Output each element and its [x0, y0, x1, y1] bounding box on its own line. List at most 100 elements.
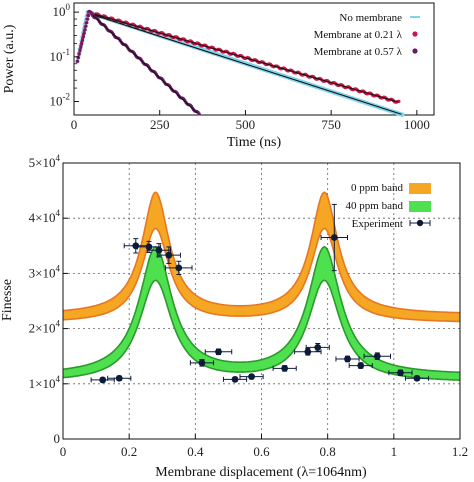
decay-y-tick-label-base: 10 — [50, 94, 63, 109]
band-upper-edge-1 — [62, 245, 461, 374]
finesse-y-tick-label: 2×104 — [29, 319, 61, 336]
experiment-marker — [281, 364, 289, 372]
finesse-panel: 0 0.2 0.4 0.6 0.8 1 1.2 01×1042×1043×1044×1045… — [0, 153, 468, 480]
decay-point — [78, 49, 82, 53]
legend-label-0ppm: 0 ppm band — [351, 182, 403, 194]
finesse-legend: 0 ppm band 40 ppm band Experiment — [346, 182, 431, 230]
experiment-marker — [373, 352, 381, 360]
decay-x-tick-label-base: 500 — [236, 117, 256, 132]
experiment-points — [90, 203, 430, 384]
legend-marker-experiment — [409, 219, 431, 227]
experiment-marker — [231, 375, 239, 383]
experiment-point — [348, 362, 373, 369]
decay-y-tick-label-base: 10 — [53, 4, 66, 19]
decay-x-tick-label: 500 — [236, 117, 256, 132]
decay-y-tick-label: 10-2 — [50, 92, 71, 109]
finesse-y-tick-label-base: 5×10 — [29, 155, 56, 170]
finesse-y-tick-label: 0 — [54, 431, 61, 446]
experiment-point — [189, 359, 215, 367]
decay-point — [86, 14, 91, 18]
finesse-y-tick-label-exp: 4 — [56, 208, 61, 218]
decay-point — [80, 38, 85, 42]
experiment-marker — [304, 348, 312, 356]
experiment-marker — [215, 348, 222, 356]
legend-label-experiment: Experiment — [352, 218, 403, 230]
decay-y-tick-label: 100 — [53, 2, 71, 19]
experiment-point — [239, 373, 264, 381]
finesse-y-tick-label-exp: 4 — [56, 263, 61, 273]
experiment-point — [305, 343, 330, 352]
decay-point — [77, 52, 81, 56]
legend-marker-series — [412, 48, 418, 54]
experiment-point — [107, 374, 132, 382]
finesse-x-tick-label-base: 0.8 — [320, 444, 336, 459]
experiment-point — [404, 374, 430, 382]
decay-x-tick-label-base: 750 — [321, 117, 341, 132]
finesse-x-tick-label: 1.2 — [452, 444, 468, 459]
decay-point — [83, 28, 87, 32]
finesse-x-tick-label-base: 1.2 — [452, 444, 468, 459]
finesse-x-tick-label-base: 0 — [60, 444, 67, 459]
band-upper-edge-0 — [62, 191, 461, 314]
finesse-x-axis: 0 0.2 0.4 0.6 0.8 1 1.2 — [60, 434, 468, 459]
decay-point — [197, 112, 201, 116]
finesse-x-tick-label: 1 — [391, 444, 398, 459]
finesse-bands — [62, 191, 461, 381]
legend-marker-series — [412, 31, 418, 37]
finesse-x-tick-label: 0.6 — [253, 444, 270, 459]
experiment-marker — [155, 246, 163, 254]
finesse-y-tick-label-exp: 4 — [56, 319, 61, 329]
finesse-y-tick-label-base: 1×10 — [29, 376, 56, 391]
experiment-point — [165, 260, 193, 276]
decay-y-tick-label: 10-1 — [50, 47, 71, 64]
finesse-y-tick-label: 4×104 — [29, 208, 61, 225]
band-fill-1 — [63, 246, 460, 381]
finesse-x-tick-label-base: 0.4 — [187, 444, 204, 459]
decay-x-tick-label-base: 250 — [150, 117, 170, 132]
finesse-y-tick-label-exp: 4 — [56, 153, 61, 163]
finesse-x-tick-label-base: 0.2 — [121, 444, 137, 459]
experiment-marker — [344, 355, 351, 363]
decay-point — [80, 42, 84, 46]
experiment-marker — [413, 374, 421, 382]
experiment-point — [222, 375, 248, 383]
finesse-x-tick-label-base: 1 — [391, 444, 398, 459]
experiment-point — [146, 243, 172, 258]
finesse-y-tick-label-base: 3×10 — [29, 265, 56, 280]
experiment-marker — [145, 243, 153, 251]
decay-point — [86, 17, 90, 21]
experiment-marker — [330, 234, 338, 241]
experiment-point — [204, 348, 233, 356]
band-lower-edge-0 — [62, 227, 460, 323]
finesse-x-tick-label: 0.2 — [121, 444, 137, 459]
experiment-marker — [357, 362, 365, 369]
decay-x-tick-label-base: 1000 — [404, 117, 430, 132]
finesse-x-tick-label: 0.4 — [187, 444, 204, 459]
decay-x-tick-label: 250 — [150, 117, 170, 132]
finesse-plot-border — [62, 162, 461, 440]
decay-point — [79, 45, 83, 49]
decay-x-axis: 0 250 500 750 1000 — [71, 110, 430, 132]
decay-y-tick-label-base: 10 — [50, 49, 63, 64]
finesse-y-tick-label-base: 0 — [54, 431, 61, 446]
finesse-y-tick-label: 3×104 — [29, 263, 61, 280]
experiment-point — [320, 203, 349, 272]
finesse-x-tick-label: 0.8 — [320, 444, 336, 459]
decay-point — [84, 24, 88, 28]
decay-point — [397, 99, 401, 104]
experiment-marker — [132, 242, 140, 250]
finesse-y-axis-title: Finesse — [0, 279, 15, 321]
finesse-y-tick-label-base: 4×10 — [29, 210, 56, 225]
legend-label-no-membrane: No membrane — [339, 12, 402, 24]
decay-x-tick-label: 0 — [71, 117, 78, 132]
legend-label-membrane-021: Membrane at 0.21 λ — [314, 29, 403, 41]
experiment-marker — [115, 374, 123, 382]
experiment-marker — [248, 373, 255, 381]
experiment-marker — [314, 343, 322, 351]
legend-swatch-40ppm — [409, 201, 431, 212]
legend-experiment-dot — [416, 219, 424, 227]
finesse-x-tick-label-base: 0.6 — [253, 444, 270, 459]
decay-data — [75, 9, 405, 117]
